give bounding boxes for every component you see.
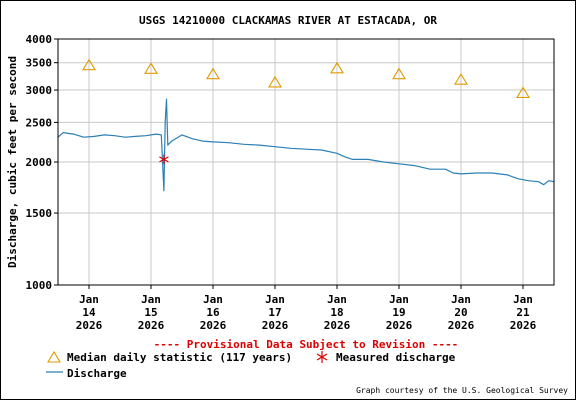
y-tick-label: 3500 <box>26 57 53 70</box>
x-axis: Jan142026Jan152026Jan162026Jan172026Jan1… <box>76 285 537 332</box>
x-tick-label: 18 <box>330 306 343 319</box>
x-tick-label: 2026 <box>324 319 351 332</box>
x-tick-label: Jan <box>265 293 285 306</box>
x-tick-label: 15 <box>144 306 157 319</box>
x-tick-label: Jan <box>79 293 99 306</box>
x-tick-label: 20 <box>454 306 467 319</box>
x-tick-label: 2026 <box>510 319 537 332</box>
y-tick-label: 1000 <box>26 279 53 292</box>
x-tick-label: 2026 <box>262 319 289 332</box>
x-tick-label: 19 <box>392 306 405 319</box>
legend: Median daily statistic (117 years) Measu… <box>46 351 456 380</box>
x-tick-label: 2026 <box>448 319 475 332</box>
x-tick-label: 2026 <box>76 319 103 332</box>
y-tick-label: 1500 <box>26 207 53 220</box>
x-tick-label: 2026 <box>200 319 227 332</box>
x-tick-label: 17 <box>268 306 281 319</box>
x-tick-label: Jan <box>203 293 223 306</box>
x-tick-label: 14 <box>82 306 96 319</box>
y-tick-label: 3000 <box>26 84 53 97</box>
y-tick-label: 4000 <box>26 33 53 46</box>
y-tick-label: 2000 <box>26 156 53 169</box>
y-axis: 1000 1500 2000 2500 3000 3500 4000 <box>26 33 59 292</box>
legend-asterisk-icon <box>317 351 327 363</box>
x-tick-label: Jan <box>451 293 471 306</box>
legend-triangle-icon <box>48 352 60 362</box>
x-tick-label: Jan <box>141 293 161 306</box>
legend-median-label: Median daily statistic (117 years) <box>67 351 292 364</box>
credit-text: Graph courtesy of the U.S. Geological Su… <box>356 386 568 395</box>
x-tick-label: 2026 <box>138 319 165 332</box>
x-tick-label: 16 <box>206 306 220 319</box>
x-tick-label: Jan <box>389 293 409 306</box>
provisional-notice: ---- Provisional Data Subject to Revisio… <box>154 338 459 351</box>
chart-title: USGS 14210000 CLACKAMAS RIVER AT ESTACAD… <box>139 14 437 27</box>
x-tick-label: 21 <box>516 306 530 319</box>
legend-discharge-label: Discharge <box>67 367 127 380</box>
y-tick-label: 2500 <box>26 116 53 129</box>
legend-measured-label: Measured discharge <box>336 351 456 364</box>
x-tick-label: Jan <box>327 293 347 306</box>
x-tick-label: Jan <box>513 293 533 306</box>
y-axis-label: Discharge, cubic feet per second <box>6 56 19 268</box>
x-tick-label: 2026 <box>386 319 413 332</box>
